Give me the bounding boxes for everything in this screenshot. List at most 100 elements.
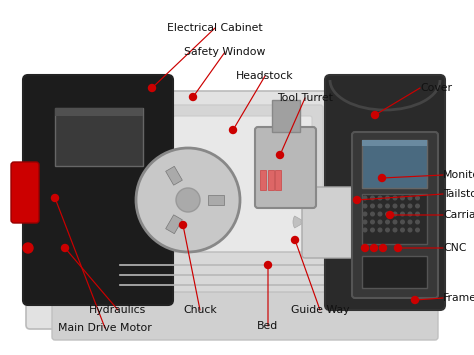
Circle shape: [190, 93, 197, 100]
Bar: [208, 195, 224, 205]
Circle shape: [386, 212, 393, 218]
Circle shape: [378, 228, 382, 232]
Circle shape: [148, 84, 155, 92]
Circle shape: [23, 243, 33, 253]
FancyBboxPatch shape: [11, 162, 39, 223]
Circle shape: [378, 196, 382, 200]
Circle shape: [401, 220, 404, 224]
Circle shape: [371, 196, 374, 200]
Circle shape: [408, 220, 412, 224]
Circle shape: [371, 204, 374, 208]
Circle shape: [372, 111, 379, 119]
FancyBboxPatch shape: [302, 187, 356, 258]
Text: CNC: CNC: [443, 243, 466, 253]
Wedge shape: [293, 216, 301, 228]
Circle shape: [363, 196, 367, 200]
Circle shape: [276, 152, 283, 158]
Bar: [260, 170, 266, 190]
Text: Bed: Bed: [257, 321, 279, 331]
Circle shape: [378, 220, 382, 224]
Circle shape: [176, 188, 200, 212]
Bar: [275, 170, 281, 190]
Circle shape: [386, 212, 389, 216]
Circle shape: [363, 220, 367, 224]
Bar: [272, 100, 300, 132]
Text: Hydraulics: Hydraulics: [90, 305, 146, 315]
FancyBboxPatch shape: [352, 132, 438, 298]
Circle shape: [136, 148, 240, 252]
Text: Tool Turret: Tool Turret: [277, 93, 333, 103]
Text: Safety Window: Safety Window: [184, 47, 266, 57]
Circle shape: [386, 220, 389, 224]
Text: Frame: Frame: [443, 293, 474, 303]
Circle shape: [378, 212, 382, 216]
Circle shape: [416, 196, 419, 200]
Bar: [55, 108, 143, 116]
Circle shape: [371, 212, 374, 216]
FancyBboxPatch shape: [97, 252, 398, 308]
Bar: [166, 166, 182, 185]
Bar: [362, 140, 427, 146]
Text: Cover: Cover: [420, 83, 452, 93]
Circle shape: [52, 195, 58, 202]
Bar: [268, 170, 274, 190]
Circle shape: [379, 175, 385, 181]
Circle shape: [264, 262, 272, 268]
Text: Guide Way: Guide Way: [291, 305, 349, 315]
Bar: [362, 194, 427, 244]
Circle shape: [408, 212, 412, 216]
Circle shape: [292, 236, 299, 244]
Circle shape: [180, 222, 186, 229]
Text: Tailstock: Tailstock: [443, 189, 474, 199]
Circle shape: [378, 204, 382, 208]
FancyBboxPatch shape: [162, 105, 323, 286]
Circle shape: [62, 245, 69, 251]
Circle shape: [416, 212, 419, 216]
Bar: [166, 215, 182, 234]
Circle shape: [408, 228, 412, 232]
Circle shape: [393, 212, 397, 216]
Bar: [362, 256, 427, 288]
Circle shape: [416, 228, 419, 232]
Circle shape: [362, 245, 368, 251]
Circle shape: [393, 228, 397, 232]
Circle shape: [393, 196, 397, 200]
Bar: [362, 140, 427, 188]
Circle shape: [363, 204, 367, 208]
Circle shape: [408, 196, 412, 200]
Circle shape: [394, 245, 401, 251]
Circle shape: [408, 204, 412, 208]
Circle shape: [411, 296, 419, 304]
Circle shape: [416, 220, 419, 224]
FancyBboxPatch shape: [173, 116, 312, 265]
FancyBboxPatch shape: [23, 75, 173, 305]
FancyBboxPatch shape: [52, 292, 438, 340]
Bar: [55, 108, 143, 166]
Circle shape: [354, 197, 361, 203]
Circle shape: [393, 220, 397, 224]
Circle shape: [371, 245, 377, 251]
Circle shape: [380, 245, 386, 251]
Circle shape: [371, 228, 374, 232]
Circle shape: [393, 204, 397, 208]
Circle shape: [386, 196, 389, 200]
Circle shape: [401, 196, 404, 200]
Circle shape: [401, 212, 404, 216]
Text: Main Drive Motor: Main Drive Motor: [58, 323, 152, 333]
Circle shape: [386, 228, 389, 232]
FancyBboxPatch shape: [325, 75, 445, 310]
Text: Carriage: Carriage: [443, 210, 474, 220]
Text: Headstock: Headstock: [236, 71, 294, 81]
Circle shape: [229, 126, 237, 133]
Text: Electrical Cabinet: Electrical Cabinet: [167, 23, 263, 33]
Circle shape: [416, 204, 419, 208]
FancyBboxPatch shape: [255, 127, 316, 208]
Circle shape: [401, 228, 404, 232]
Circle shape: [386, 204, 389, 208]
Circle shape: [363, 228, 367, 232]
Circle shape: [363, 212, 367, 216]
Text: Chuck: Chuck: [183, 305, 217, 315]
Circle shape: [401, 204, 404, 208]
Text: Monitor: Monitor: [443, 170, 474, 180]
FancyBboxPatch shape: [26, 91, 434, 329]
